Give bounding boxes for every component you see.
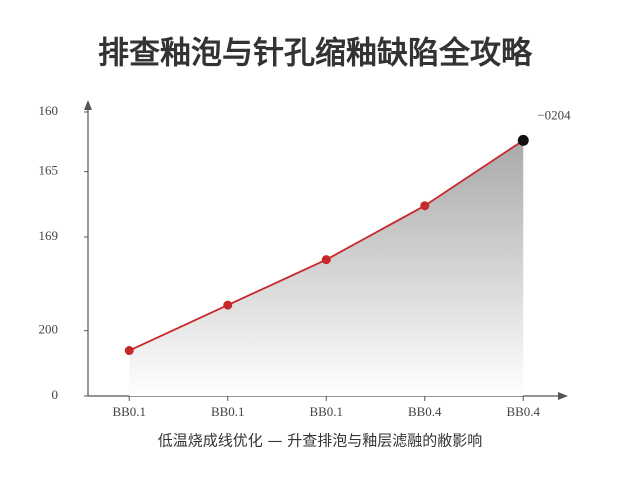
point bbox=[321, 255, 331, 265]
y-tick-label: 160 bbox=[39, 103, 59, 118]
x-tick-label: BB0.4 bbox=[408, 404, 442, 419]
x-tick-label: BB0.1 bbox=[211, 404, 245, 419]
x-tick-label: BB0.1 bbox=[112, 404, 146, 419]
annotation: −0204 bbox=[537, 107, 571, 122]
y-tick-label: 169 bbox=[39, 228, 59, 243]
x-tick-label: BB0.4 bbox=[506, 404, 540, 419]
y-tick-label: 0 bbox=[52, 387, 59, 402]
point bbox=[223, 300, 233, 310]
y-tick-label: 200 bbox=[39, 322, 59, 337]
area bbox=[129, 140, 524, 396]
chart-title: 排查釉泡与针孔缩釉缺陷全攻略 bbox=[98, 36, 533, 72]
point bbox=[420, 201, 430, 211]
y-tick-label: 165 bbox=[39, 163, 59, 178]
x-tick-label: BB0.1 bbox=[309, 404, 343, 419]
x-axis-label: 低温烧成线优化 — 升查排泡与釉层滤融的敝影响 bbox=[158, 432, 483, 450]
point bbox=[124, 346, 134, 356]
x-axis-arrow bbox=[558, 392, 568, 400]
y-axis-arrow bbox=[84, 100, 92, 110]
point bbox=[517, 134, 529, 146]
